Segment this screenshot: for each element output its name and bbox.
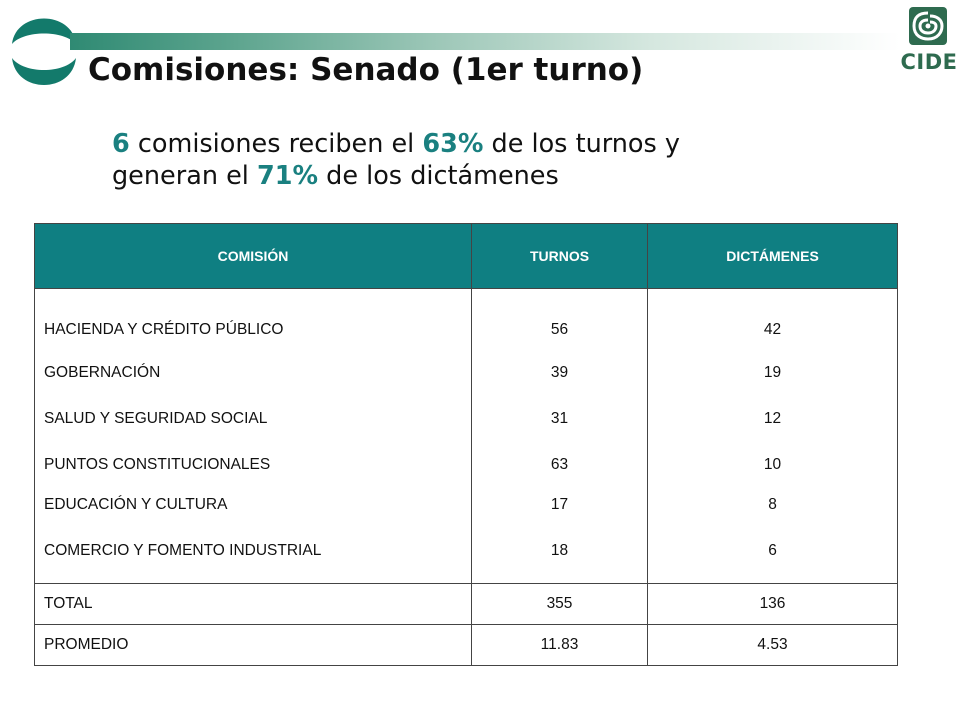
subtitle-line-1: 6 comisiones reciben el 63% de los turno… bbox=[112, 128, 872, 160]
total-label: TOTAL bbox=[44, 595, 93, 612]
total-dictamenes: 136 bbox=[647, 584, 897, 624]
teal-arcs-logo bbox=[12, 18, 76, 85]
subtitle: 6 comisiones reciben el 63% de los turno… bbox=[112, 128, 872, 192]
dictamenes-cell: 8 bbox=[768, 496, 777, 513]
turnos-cell: 31 bbox=[550, 410, 569, 427]
subtitle-turnos-percent: 63% bbox=[422, 129, 484, 159]
cide-logo-text: CIDE bbox=[900, 50, 958, 74]
subtitle-line-2: generan el 71% de los dictámenes bbox=[112, 160, 872, 192]
dictamenes-cell: 6 bbox=[768, 542, 777, 559]
subtitle-text: de los turnos y bbox=[483, 129, 681, 159]
comisiones-table: COMISIÓN TURNOS DICTÁMENES HACIENDA Y CR… bbox=[34, 223, 898, 666]
promedio-dictamenes: 4.53 bbox=[647, 625, 897, 665]
header-turnos: TURNOS bbox=[471, 224, 647, 288]
comision-cell: EDUCACIÓN Y CULTURA bbox=[44, 496, 228, 513]
table-header-row: COMISIÓN TURNOS DICTÁMENES bbox=[35, 224, 897, 289]
comision-column: HACIENDA Y CRÉDITO PÚBLICO GOBERNACIÓN S… bbox=[35, 289, 471, 583]
turnos-cell: 63 bbox=[550, 456, 569, 473]
dictamenes-cell: 10 bbox=[763, 456, 782, 473]
dictamenes-cell: 12 bbox=[763, 410, 782, 427]
subtitle-text: generan el bbox=[112, 161, 257, 191]
turnos-cell: 56 bbox=[550, 321, 569, 338]
comision-cell: HACIENDA Y CRÉDITO PÚBLICO bbox=[44, 321, 284, 338]
dictamenes-column: 42 19 12 10 8 6 bbox=[647, 289, 897, 583]
dictamenes-cell: 19 bbox=[763, 364, 782, 381]
promedio-row: PROMEDIO 11.83 4.53 bbox=[35, 624, 897, 665]
comision-cell: PUNTOS CONSTITUCIONALES bbox=[44, 456, 271, 473]
dictamenes-cell: 42 bbox=[763, 321, 782, 338]
cide-emblem-icon bbox=[909, 7, 947, 45]
comision-cell: SALUD Y SEGURIDAD SOCIAL bbox=[44, 410, 268, 427]
header-comision: COMISIÓN bbox=[217, 248, 289, 264]
subtitle-text: de los dictámenes bbox=[318, 161, 559, 191]
comision-cell: GOBERNACIÓN bbox=[44, 364, 161, 381]
turnos-column: 56 39 31 63 17 18 bbox=[471, 289, 647, 583]
subtitle-text: comisiones reciben el bbox=[129, 129, 423, 159]
header-gradient-bar bbox=[70, 33, 900, 50]
subtitle-count: 6 bbox=[112, 129, 130, 159]
turnos-cell: 39 bbox=[550, 364, 569, 381]
slide-title: Comisiones: Senado (1er turno) bbox=[88, 52, 644, 88]
turnos-cell: 17 bbox=[550, 496, 569, 513]
cide-logo: CIDE bbox=[900, 6, 958, 78]
promedio-label: PROMEDIO bbox=[44, 636, 129, 653]
total-row: TOTAL 355 136 bbox=[35, 584, 897, 624]
comision-cell: COMERCIO Y FOMENTO INDUSTRIAL bbox=[44, 542, 322, 559]
promedio-turnos: 11.83 bbox=[471, 625, 647, 665]
subtitle-dictamenes-percent: 71% bbox=[256, 161, 319, 191]
header-dictamenes: DICTÁMENES bbox=[647, 224, 897, 288]
turnos-cell: 18 bbox=[550, 542, 569, 559]
total-turnos: 355 bbox=[471, 584, 647, 624]
table-body: HACIENDA Y CRÉDITO PÚBLICO GOBERNACIÓN S… bbox=[35, 289, 897, 584]
